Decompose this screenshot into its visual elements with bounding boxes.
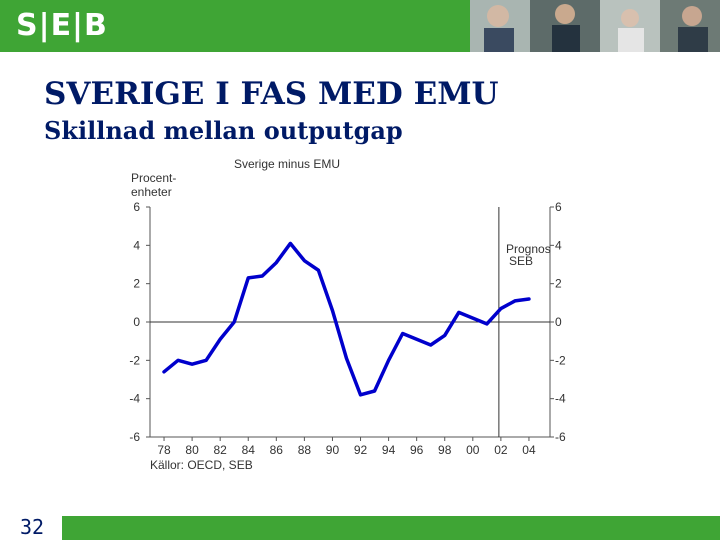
- page-number-box: [0, 516, 62, 540]
- y-axis-label-line1: Procent-: [131, 171, 176, 185]
- y-tick-label-left: 0: [133, 315, 140, 329]
- x-tick-label: 92: [354, 443, 368, 457]
- x-tick-label: 80: [185, 443, 199, 457]
- x-tick-label: 98: [438, 443, 452, 457]
- chart-source: Källor: OECD, SEB: [150, 458, 253, 472]
- x-tick-label: 84: [242, 443, 256, 457]
- x-tick-label: 96: [410, 443, 424, 457]
- x-axis-ticks: 78 80 82 84 86 88 90 92 94 96 98 00 02 04: [157, 437, 536, 457]
- y-axis-ticks: 6 6 4 4 2 2 0 0 -2 -2 -4 -4 -6 -6: [129, 200, 566, 444]
- chart-series: [162, 241, 531, 397]
- x-tick-label: 88: [298, 443, 312, 457]
- line-chart: Sverige minus EMU Procent- enheter 6 6 4 4 2…: [129, 157, 566, 472]
- y-tick-label-left: -4: [129, 392, 140, 406]
- x-tick-label: 86: [270, 443, 284, 457]
- x-tick-label: 94: [382, 443, 396, 457]
- y-tick-label-right: 6: [555, 200, 562, 214]
- slide-subtitle: Skillnad mellan outputgap: [44, 116, 403, 145]
- x-tick-label: 78: [157, 443, 171, 457]
- forecast-annotation-line1: Prognos: [506, 242, 551, 256]
- x-tick-label: 04: [522, 443, 536, 457]
- chart-title: Sverige minus EMU: [234, 157, 340, 171]
- y-axis-label-line2: enheter: [131, 185, 172, 199]
- y-tick-label-right: 0: [555, 315, 562, 329]
- y-tick-label-left: -2: [129, 353, 140, 367]
- y-tick-label-left: 4: [133, 238, 140, 252]
- y-tick-label-right: -2: [555, 353, 566, 367]
- y-tick-label-right: -6: [555, 430, 566, 444]
- y-tick-label-left: 2: [133, 277, 140, 291]
- seb-logo: S|E|B: [16, 8, 108, 43]
- page-number: 32: [20, 515, 45, 539]
- y-tick-label-right: 2: [555, 277, 562, 291]
- bottom-banner: [0, 516, 720, 540]
- header-photo: [470, 0, 720, 52]
- x-tick-label: 90: [326, 443, 340, 457]
- forecast-annotation-line2: SEB: [509, 254, 533, 268]
- y-tick-label-right: -4: [555, 392, 566, 406]
- y-tick-label-left: -6: [129, 430, 140, 444]
- x-tick-label: 82: [213, 443, 227, 457]
- x-tick-label: 00: [466, 443, 480, 457]
- y-tick-label-left: 6: [133, 200, 140, 214]
- series-line: [162, 241, 531, 397]
- x-tick-label: 02: [494, 443, 508, 457]
- slide-title: SVERIGE I FAS MED EMU: [44, 76, 499, 112]
- y-tick-label-right: 4: [555, 238, 562, 252]
